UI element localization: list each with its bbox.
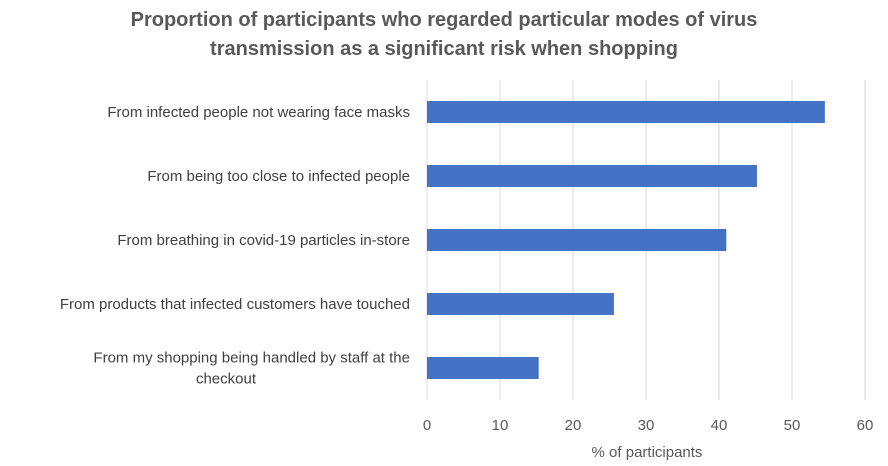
bar-1 <box>427 101 825 123</box>
chart-title-line-2: transmission as a significant risk when … <box>210 38 678 60</box>
bar-2 <box>427 165 757 187</box>
bar-4 <box>427 293 614 315</box>
x-tick-label-10: 10 <box>492 417 509 434</box>
gridlines <box>426 80 866 400</box>
x-tick-label-20: 20 <box>565 417 582 434</box>
chart-title-line-1: Proportion of participants who regarded … <box>130 9 758 31</box>
category-labels: From infected people not wearing face ma… <box>60 104 410 388</box>
bar-5 <box>427 357 539 379</box>
x-tick-label-0: 0 <box>423 417 431 434</box>
category-label-5-line-1: From my shopping being handled by staff … <box>93 350 410 367</box>
x-axis-tick-labels: 0 10 20 30 40 50 60 <box>423 417 874 434</box>
x-tick-label-30: 30 <box>638 417 655 434</box>
x-tick-label-40: 40 <box>711 417 728 434</box>
bars <box>427 101 825 379</box>
category-label-2: From being too close to infected people <box>147 168 410 185</box>
category-label-5-line-2: checkout <box>196 371 257 388</box>
chart-title: Proportion of participants who regarded … <box>0 6 888 64</box>
bar-3 <box>427 229 727 251</box>
category-label-1: From infected people not wearing face ma… <box>107 104 410 121</box>
x-axis-title: % of participants <box>592 444 703 461</box>
x-tick-label-60: 60 <box>857 417 874 434</box>
x-tick-label-50: 50 <box>784 417 801 434</box>
category-label-4: From products that infected customers ha… <box>60 296 410 313</box>
category-label-3: From breathing in covid-19 particles in-… <box>117 232 410 249</box>
